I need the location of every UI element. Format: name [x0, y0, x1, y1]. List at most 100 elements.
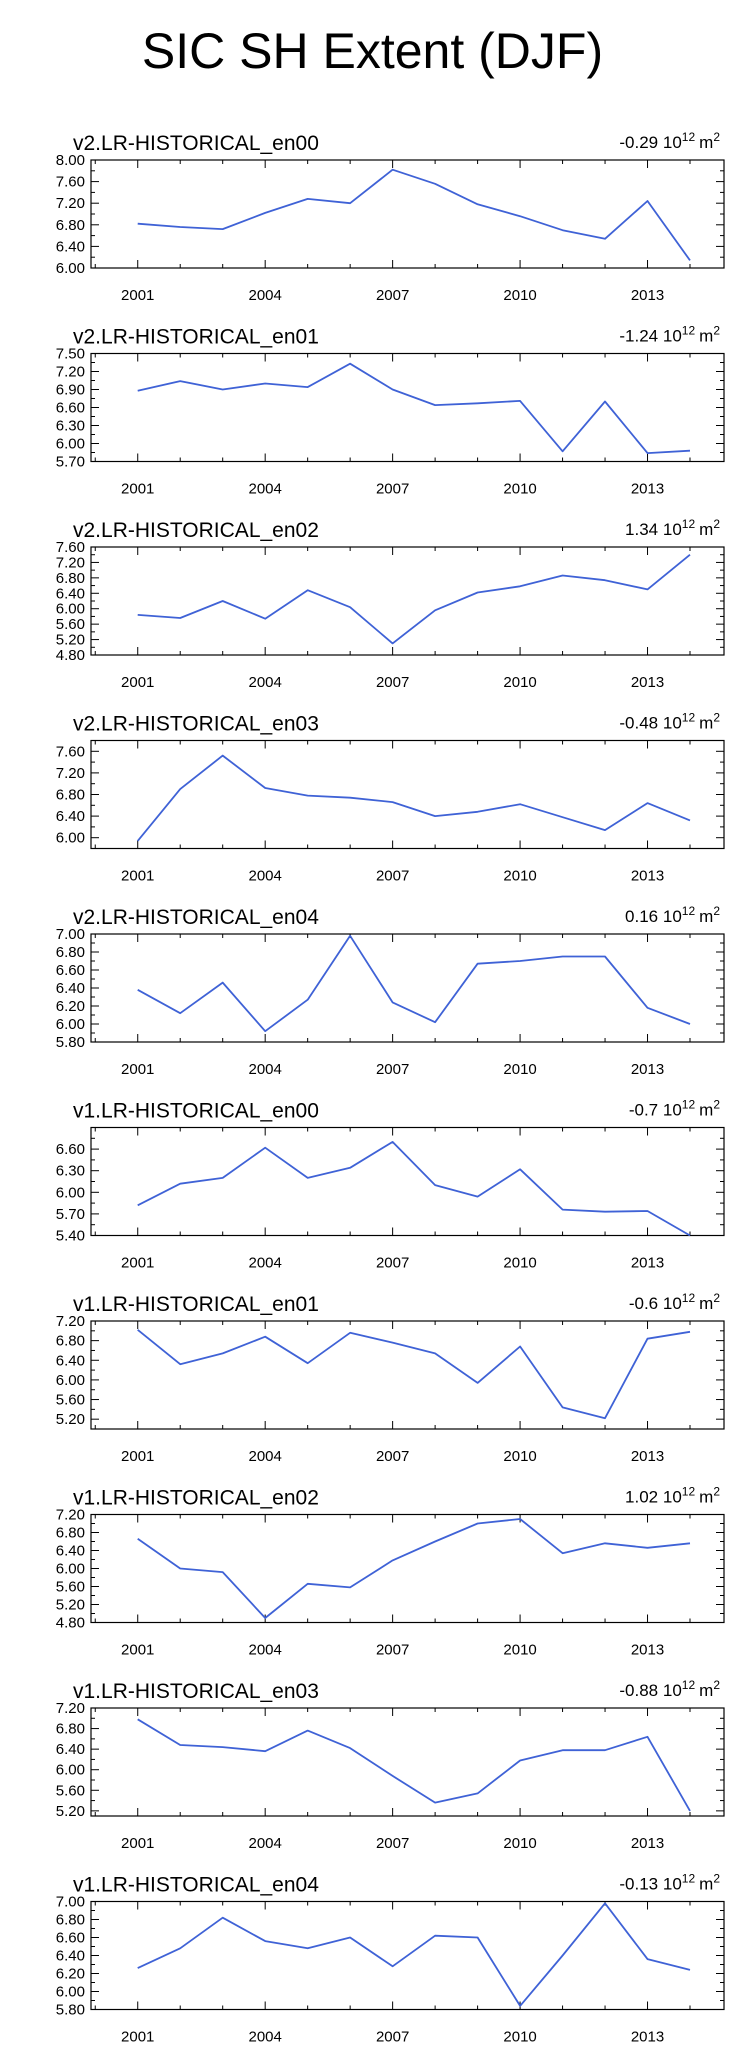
- x-tick-label: 2010: [503, 1448, 536, 1465]
- y-tick-label: 7.20: [56, 765, 85, 782]
- chart-panel-4: v2.LR-HISTORICAL_en04 0.16 1012 m2 7.006.80…: [56, 904, 725, 1078]
- y-tick-label: 5.60: [56, 1782, 85, 1799]
- x-tick-label: 2013: [631, 287, 664, 304]
- y-tick-label: 6.00: [56, 601, 85, 618]
- y-tick-label: 6.20: [56, 1966, 85, 1983]
- trend-value: 1.02: [625, 1488, 663, 1507]
- unit-base: 10: [663, 907, 682, 926]
- x-tick-label: 2004: [248, 287, 281, 304]
- series-line: [137, 1141, 691, 1237]
- y-tick-label: 6.20: [56, 998, 85, 1015]
- x-tick-label: 2013: [631, 1835, 664, 1852]
- panel-title: v2.LR-HISTORICAL_en03: [73, 713, 319, 736]
- x-tick-label: 2004: [248, 674, 281, 691]
- y-tick-label: 5.60: [56, 1579, 85, 1596]
- trend-value: -0.88: [619, 1681, 662, 1700]
- unit-suffix: m: [699, 714, 713, 733]
- x-tick-label: 2007: [376, 2029, 409, 2046]
- trend-value: -0.13: [619, 1875, 662, 1894]
- x-tick-label: 2013: [631, 1255, 664, 1272]
- trend-value: 0.16: [625, 907, 663, 926]
- x-tick-label: 2013: [631, 674, 664, 691]
- trend-label: -0.48 1012 m2: [619, 711, 720, 733]
- y-tick-label: 6.60: [56, 1141, 85, 1158]
- y-tick-label: 6.80: [56, 787, 85, 804]
- x-tick-label: 2010: [503, 1835, 536, 1852]
- x-tick-label: 2001: [121, 868, 154, 885]
- unit-suffix: m: [699, 133, 713, 152]
- chart-panel-1: v2.LR-HISTORICAL_en01 -1.24 1012 m2 7.507.2…: [56, 324, 725, 498]
- trend-label: -0.88 1012 m2: [619, 1678, 720, 1700]
- y-tick-label: 7.20: [56, 1700, 85, 1717]
- y-tick-label: 6.40: [56, 980, 85, 997]
- unit-exponent: 12: [682, 1872, 696, 1886]
- y-tick-label: 6.30: [56, 418, 85, 435]
- plot-frame: [90, 1126, 725, 1237]
- x-tick-label: 2004: [248, 1448, 281, 1465]
- y-tick-label: 6.80: [56, 1721, 85, 1738]
- y-tick-label: 6.60: [56, 1930, 85, 1947]
- series-line: [137, 1329, 691, 1420]
- y-tick-label: 6.60: [56, 962, 85, 979]
- x-tick-label: 2001: [121, 287, 154, 304]
- panel-title: v1.LR-HISTORICAL_en04: [73, 1874, 319, 1897]
- y-tick-label: 7.60: [56, 539, 85, 556]
- x-tick-label: 2001: [121, 1255, 154, 1272]
- y-tick-label: 5.60: [56, 1392, 85, 1409]
- x-tick-label: 2013: [631, 481, 664, 498]
- x-tick-label: 2004: [248, 2029, 281, 2046]
- x-tick-label: 2001: [121, 1061, 154, 1078]
- x-tick-label: 2007: [376, 287, 409, 304]
- y-tick-label: 6.80: [56, 944, 85, 961]
- unit-exponent: 12: [682, 1098, 696, 1112]
- y-tick-label: 5.20: [56, 632, 85, 649]
- y-tick-label: 5.40: [56, 1228, 85, 1245]
- x-tick-label: 2007: [376, 1448, 409, 1465]
- y-tick-label: 6.40: [56, 1741, 85, 1758]
- series-line: [137, 754, 691, 842]
- x-tick-label: 2001: [121, 674, 154, 691]
- y-tick-label: 6.80: [56, 1912, 85, 1929]
- trend-value: -0.29: [619, 133, 662, 152]
- unit-base: 10: [663, 1681, 682, 1700]
- plot-frame: [90, 739, 725, 850]
- trend-label: -0.29 1012 m2: [619, 130, 720, 152]
- x-tick-label: 2007: [376, 481, 409, 498]
- trend-label: -0.6 1012 m2: [629, 1291, 720, 1313]
- page-title: SIC SH Extent (DJF): [141, 23, 604, 79]
- panel-title: v2.LR-HISTORICAL_en00: [73, 132, 319, 155]
- y-tick-label: 7.20: [56, 1507, 85, 1524]
- y-tick-label: 5.80: [56, 2002, 85, 2019]
- x-tick-label: 2010: [503, 1255, 536, 1272]
- y-tick-label: 6.80: [56, 217, 85, 234]
- y-tick-label: 6.00: [56, 1016, 85, 1033]
- trend-value: -1.24: [619, 327, 662, 346]
- y-tick-label: 6.90: [56, 382, 85, 399]
- unit-suffix-exponent: 2: [713, 1291, 720, 1305]
- panel-title: v2.LR-HISTORICAL_en02: [73, 519, 319, 542]
- y-tick-label: 6.60: [56, 400, 85, 417]
- x-tick-label: 2004: [248, 1835, 281, 1852]
- x-tick-label: 2007: [376, 1255, 409, 1272]
- y-tick-label: 6.40: [56, 238, 85, 255]
- y-tick-label: 7.20: [56, 1313, 85, 1330]
- unit-exponent: 12: [682, 324, 696, 338]
- panel-title: v2.LR-HISTORICAL_en04: [73, 906, 319, 929]
- x-tick-label: 2007: [376, 674, 409, 691]
- unit-suffix: m: [699, 1101, 713, 1120]
- unit-suffix-exponent: 2: [713, 1678, 720, 1692]
- x-tick-label: 2010: [503, 674, 536, 691]
- unit-exponent: 12: [682, 517, 696, 531]
- x-tick-label: 2010: [503, 481, 536, 498]
- panel-title: v1.LR-HISTORICAL_en00: [73, 1100, 319, 1123]
- x-tick-label: 2013: [631, 1448, 664, 1465]
- chart-panel-5: v1.LR-HISTORICAL_en00 -0.7 1012 m2 6.60 6.30…: [56, 1098, 725, 1272]
- y-tick-label: 7.20: [56, 554, 85, 571]
- y-tick-label: 5.70: [56, 1206, 85, 1223]
- x-tick-label: 2013: [631, 1061, 664, 1078]
- x-tick-label: 2004: [248, 868, 281, 885]
- y-tick-label: 4.80: [56, 1615, 85, 1632]
- y-tick-label: 5.20: [56, 1803, 85, 1820]
- x-tick-label: 2004: [248, 1255, 281, 1272]
- trend-label: -0.13 1012 m2: [619, 1872, 720, 1894]
